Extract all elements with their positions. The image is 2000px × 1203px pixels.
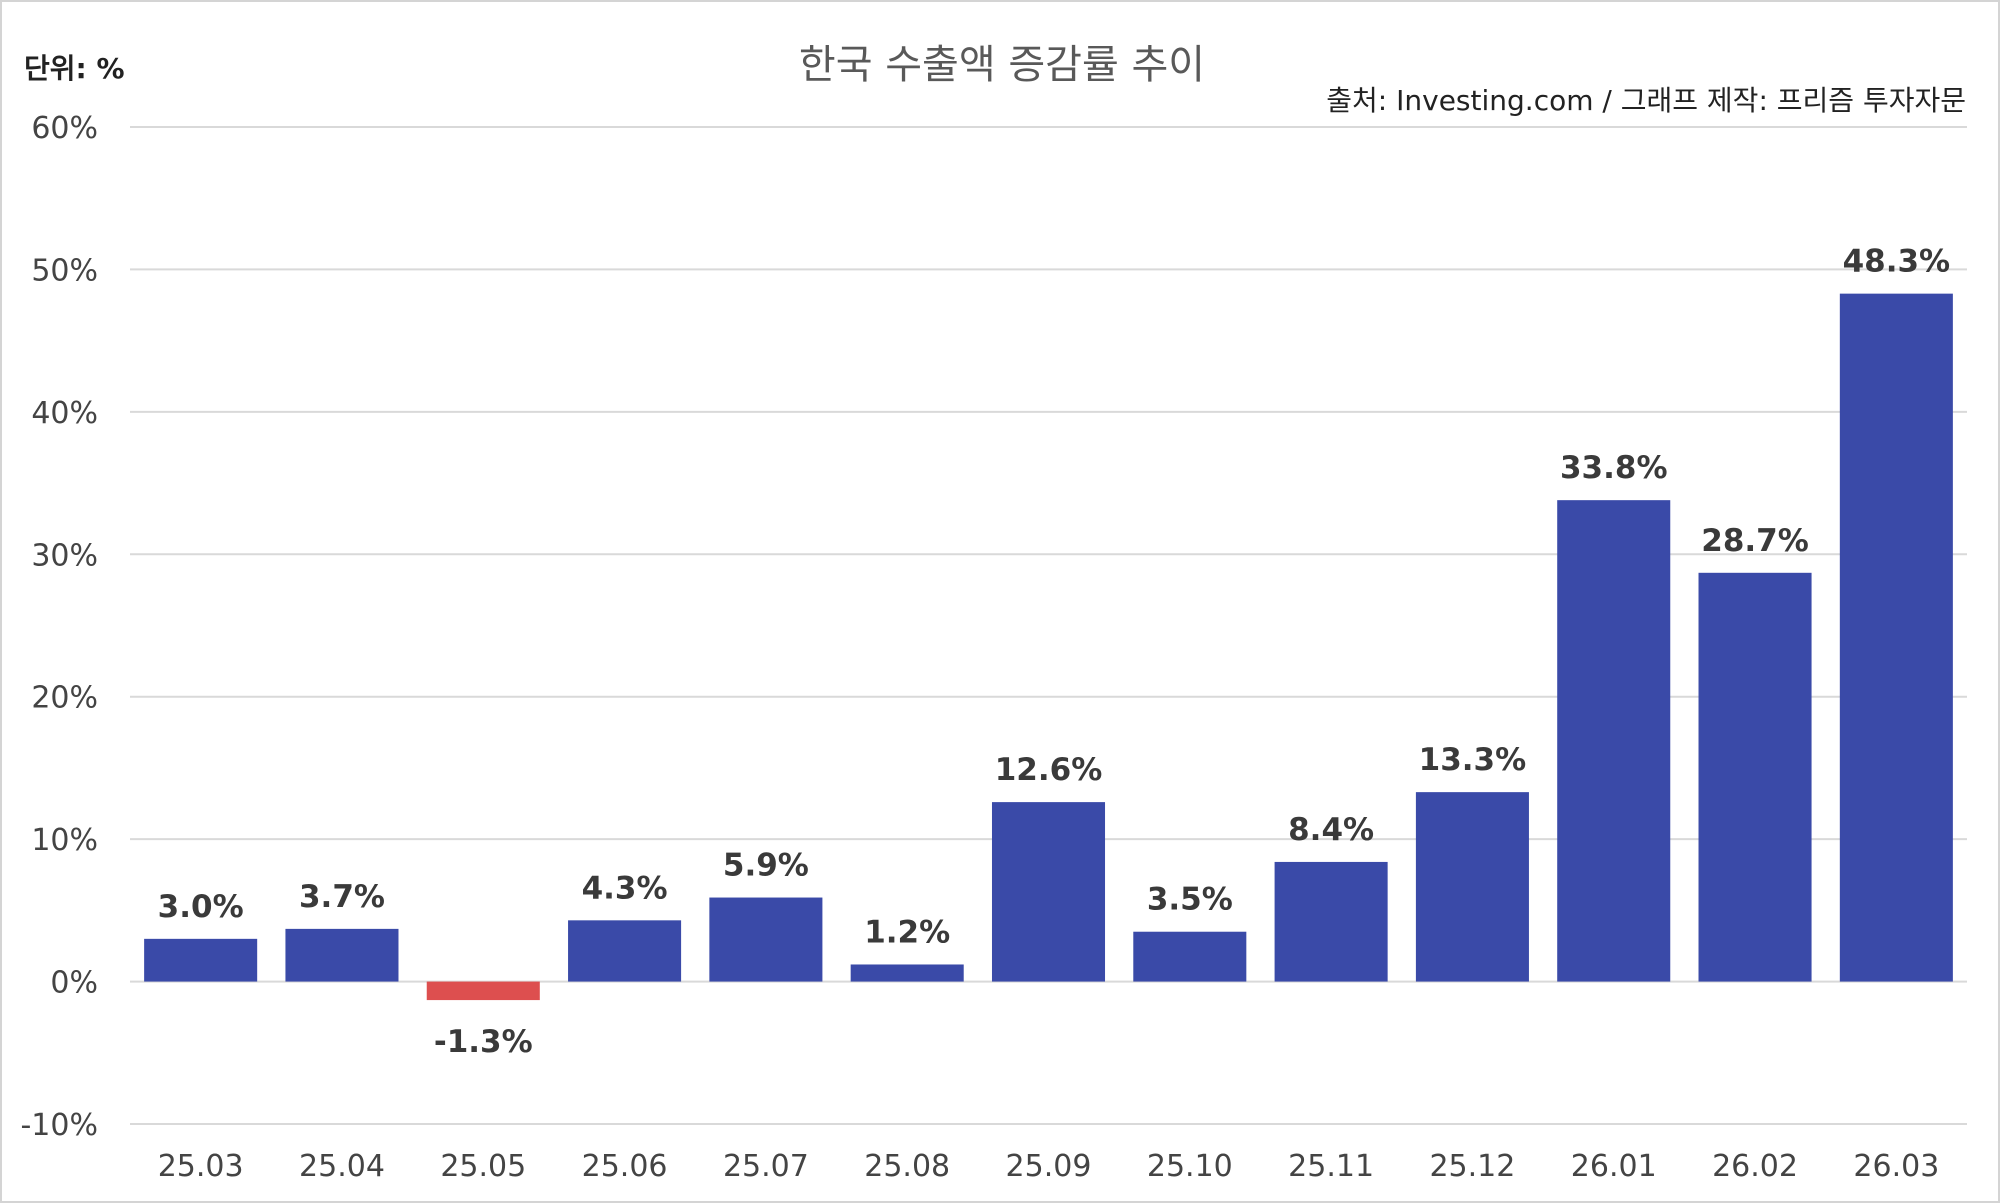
data-label: 3.7% bbox=[299, 879, 385, 915]
data-label: 33.8% bbox=[1560, 450, 1668, 486]
bar-26-01 bbox=[1557, 500, 1671, 982]
x-tick-label: 25.07 bbox=[723, 1149, 809, 1184]
x-tick-label: 25.11 bbox=[1288, 1149, 1374, 1184]
data-label: 28.7% bbox=[1701, 523, 1809, 559]
x-tick-label: 26.02 bbox=[1712, 1149, 1798, 1184]
data-label: 8.4% bbox=[1288, 812, 1374, 848]
y-tick-label: 40% bbox=[31, 396, 98, 431]
bar-25-04 bbox=[285, 928, 399, 982]
bar-25-11 bbox=[1274, 861, 1388, 982]
data-label: 1.2% bbox=[864, 914, 950, 950]
chart-title: 한국 수출액 증감률 추이 bbox=[798, 42, 1206, 88]
data-label: 12.6% bbox=[995, 752, 1103, 788]
x-tick-label: 25.12 bbox=[1429, 1149, 1515, 1184]
data-label: 13.3% bbox=[1419, 742, 1527, 778]
y-tick-label: 60% bbox=[31, 111, 98, 146]
bar-26-02 bbox=[1698, 572, 1812, 982]
bar-25-10 bbox=[1133, 931, 1247, 982]
y-tick-label: 30% bbox=[31, 538, 98, 573]
data-label: 5.9% bbox=[723, 848, 809, 884]
x-tick-label: 25.09 bbox=[1006, 1149, 1092, 1184]
data-labels: 3.0% 3.7% -1.3% 4.3% 5.9% 1.2% 12.6% 3.5% 8.4% 13… bbox=[158, 244, 1950, 1060]
x-tick-label: 26.01 bbox=[1571, 1149, 1657, 1184]
y-tick-label: 50% bbox=[31, 253, 98, 288]
y-tick-label: 0% bbox=[50, 966, 98, 1001]
x-tick-label: 26.03 bbox=[1853, 1149, 1939, 1184]
y-tick-label: 10% bbox=[31, 823, 98, 858]
x-tick-label: 25.03 bbox=[158, 1149, 244, 1184]
y-tick-label: 20% bbox=[31, 681, 98, 716]
source-label: 출처: Investing.com / 그래프 제작: 프리즘 투자자문 bbox=[1326, 84, 1966, 117]
x-tick-label: 25.05 bbox=[440, 1149, 526, 1184]
data-label: -1.3% bbox=[434, 1024, 533, 1060]
x-tick-label: 25.04 bbox=[299, 1149, 385, 1184]
bar-25-07 bbox=[709, 897, 823, 982]
bars bbox=[144, 293, 1953, 1001]
bar-25-03 bbox=[144, 938, 258, 982]
bar-25-05 bbox=[426, 981, 540, 1001]
x-tick-label: 25.10 bbox=[1147, 1149, 1233, 1184]
x-tick-label: 25.08 bbox=[864, 1149, 950, 1184]
x-tick-label: 25.06 bbox=[582, 1149, 668, 1184]
bar-25-06 bbox=[568, 920, 682, 982]
bar-25-12 bbox=[1415, 792, 1529, 982]
x-axis-ticks: 25.03 25.04 25.05 25.06 25.07 25.08 25.09 25.10… bbox=[158, 1149, 1940, 1184]
bar-26-03 bbox=[1839, 293, 1953, 982]
unit-label: 단위: % bbox=[24, 52, 125, 85]
data-label: 3.0% bbox=[158, 889, 244, 925]
data-label: 4.3% bbox=[582, 870, 668, 906]
bar-25-09 bbox=[991, 802, 1106, 982]
y-tick-label: -10% bbox=[20, 1108, 98, 1143]
data-label: 3.5% bbox=[1147, 882, 1233, 918]
y-axis-ticks: -10% 0% 10% 20% 30% 40% 50% 60% bbox=[20, 111, 98, 1143]
data-label: 48.3% bbox=[1843, 244, 1951, 280]
bar-25-08 bbox=[850, 964, 964, 982]
